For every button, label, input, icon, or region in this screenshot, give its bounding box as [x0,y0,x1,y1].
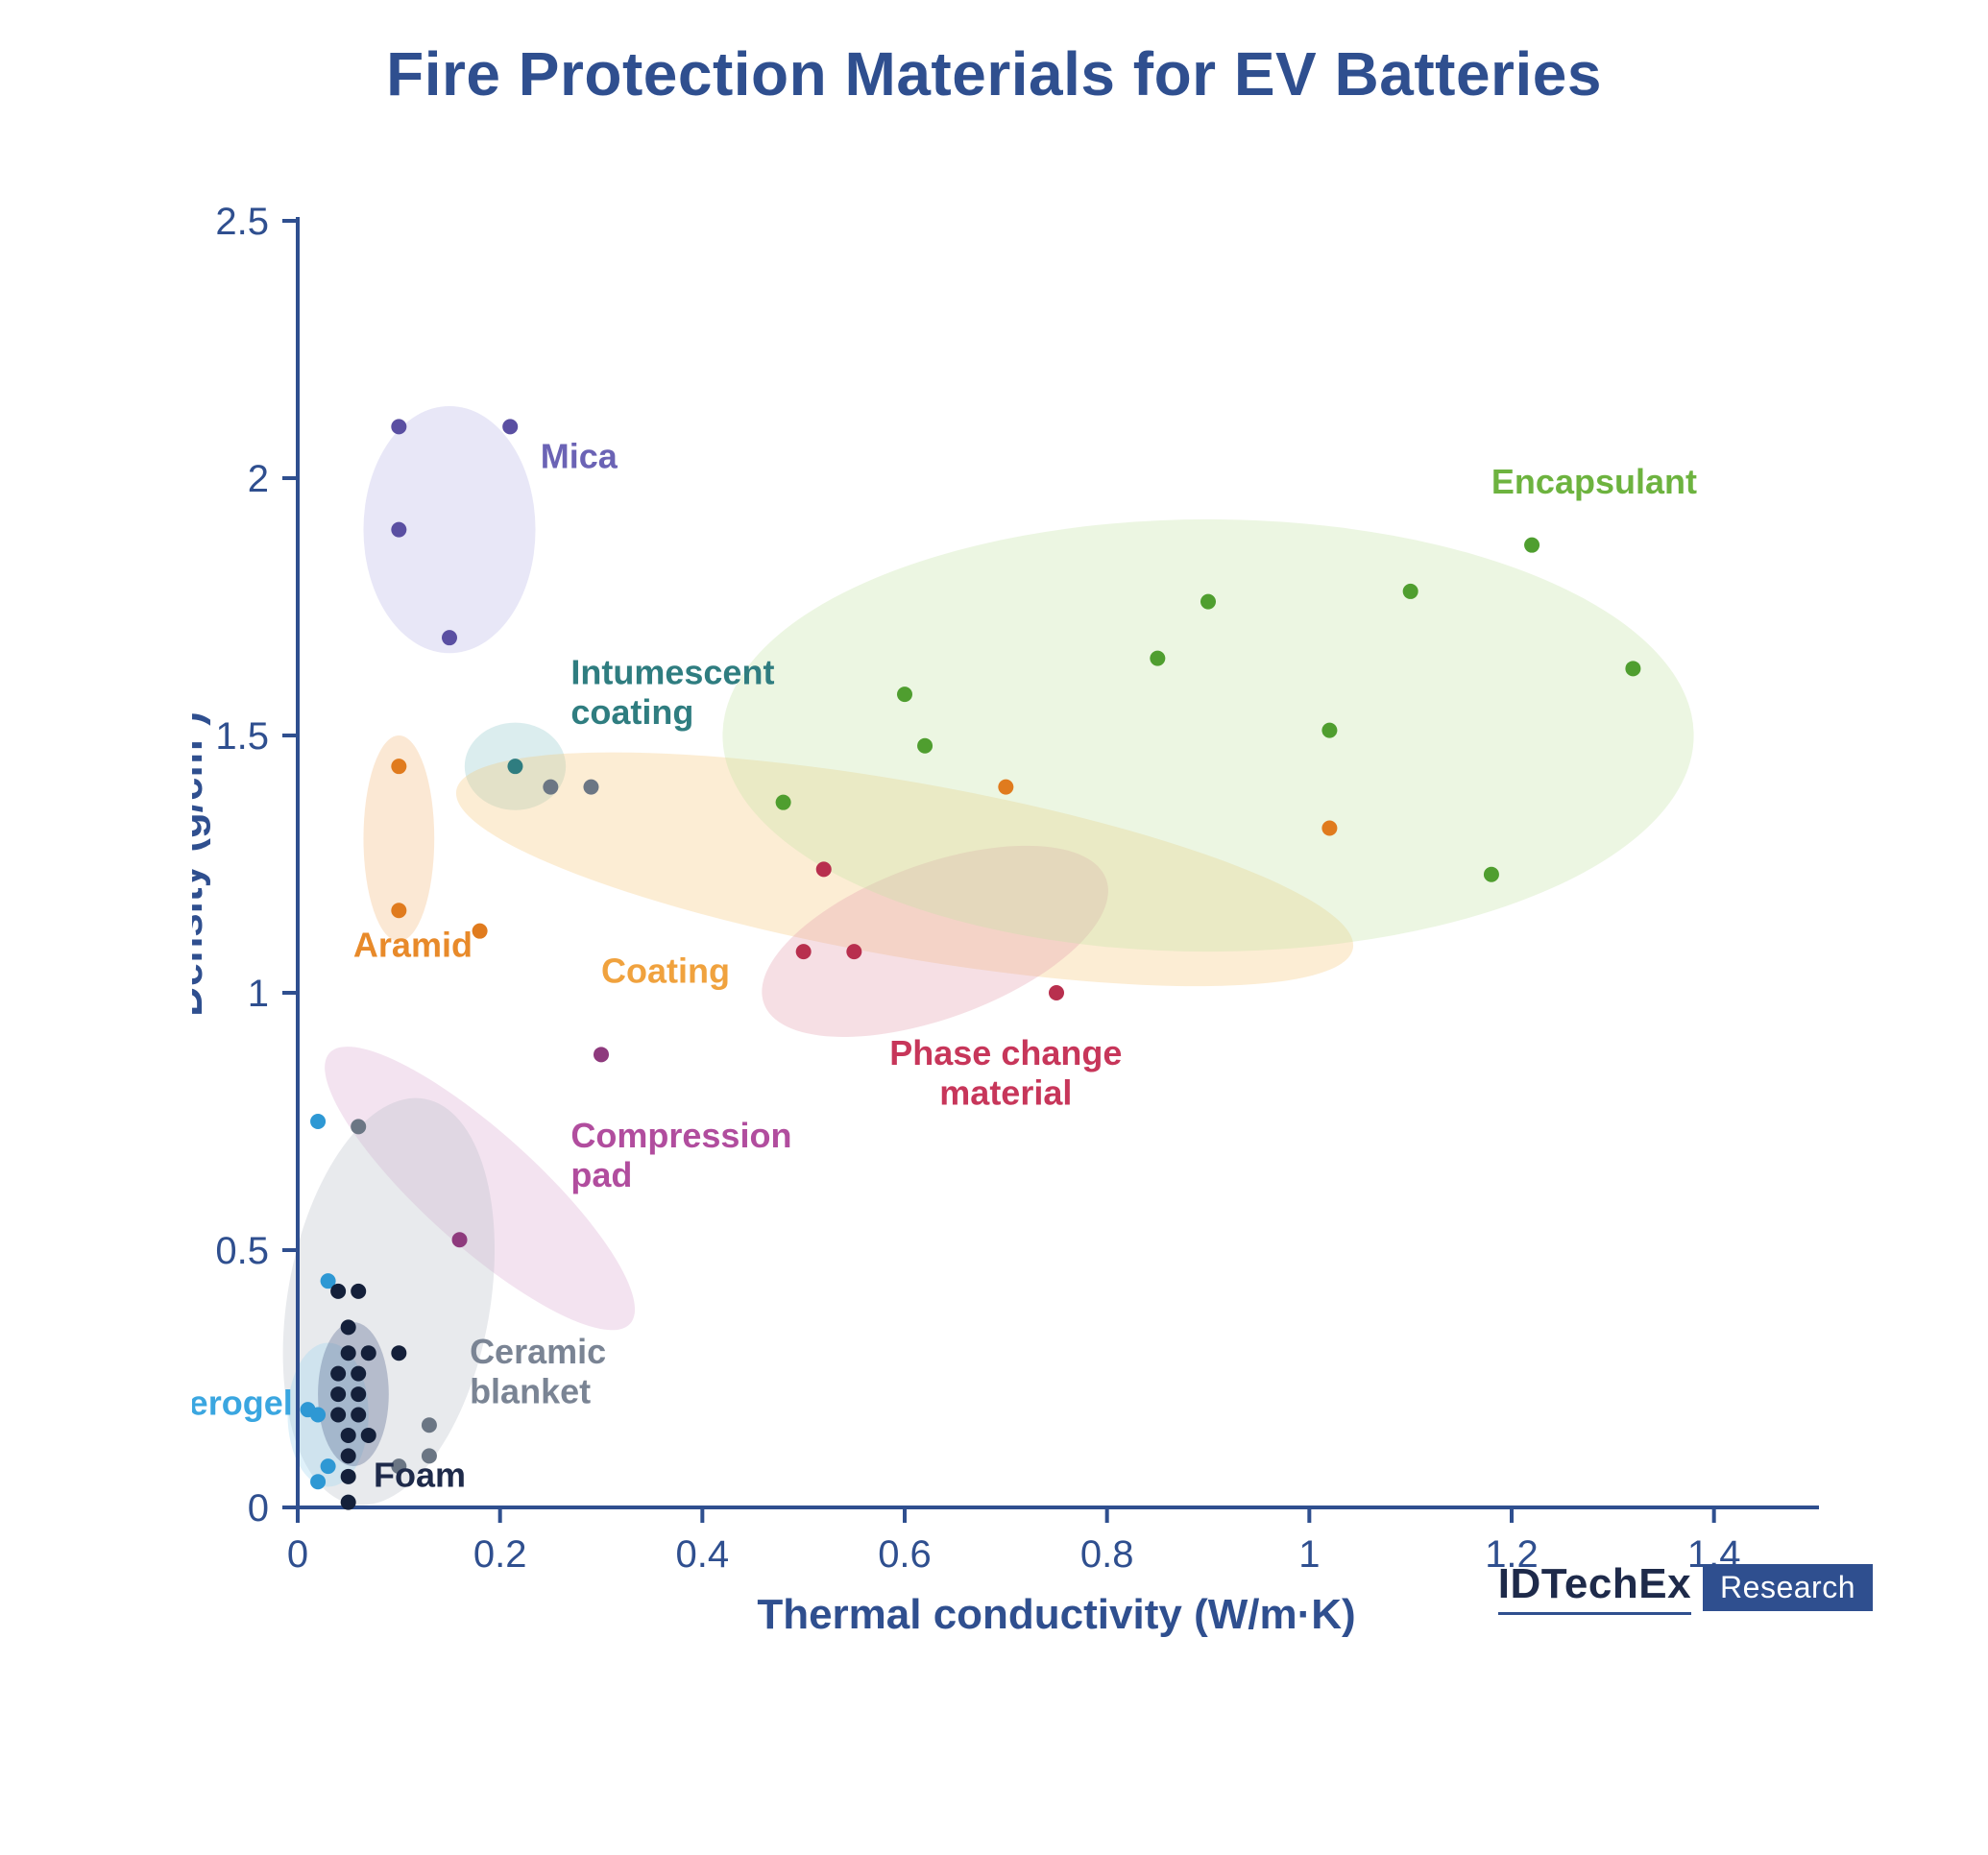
point-compression [452,1232,468,1247]
point-foam [341,1469,356,1484]
label-pcm: material [939,1072,1072,1112]
x-axis-label: Thermal conductivity (W/m·K) [757,1591,1355,1638]
point-foam [391,1345,406,1361]
brand-badge: Research [1703,1564,1873,1611]
point-encapsulant [1150,651,1165,666]
point-coating [998,780,1013,795]
point-foam [341,1428,356,1443]
point-mica [391,522,406,538]
label-encapsulant: Encapsulant [1491,462,1697,501]
y-tick-label: 0 [248,1487,269,1530]
point-mica [502,419,518,434]
point-encapsulant [1484,867,1499,882]
point-foam [330,1366,346,1382]
label-intumescent: Intumescent [570,652,774,691]
point-encapsulant [1321,723,1337,738]
point-mica [442,630,457,645]
scatter-plot: 00.20.40.60.811.21.400.511.522.5Thermal … [192,192,1882,1651]
label-compression: pad [570,1155,632,1194]
point-foam [351,1408,366,1423]
point-aerogel [321,1458,336,1474]
chart-title: Fire Protection Materials for EV Batteri… [0,38,1988,109]
point-encapsulant [776,795,791,810]
label-mica: Mica [541,436,618,475]
label-pcm: Phase change [889,1033,1122,1072]
y-tick-label: 1.5 [215,715,269,758]
point-ceramic [583,780,598,795]
label-coating: Coating [601,951,730,990]
point-foam [341,1319,356,1335]
point-aerogel [310,1114,326,1129]
point-foam [361,1428,376,1443]
point-aerogel [310,1408,326,1423]
point-foam [351,1366,366,1382]
label-aramid: Aramid [353,925,473,964]
point-foam [351,1284,366,1299]
x-tick-label: 0.6 [878,1533,932,1576]
point-pcm [1049,985,1064,1000]
x-tick-label: 0.4 [676,1533,730,1576]
point-aerogel [310,1474,326,1489]
point-coating [1321,820,1337,835]
label-aerogel: Aerogel [192,1384,293,1423]
point-foam [330,1284,346,1299]
point-ceramic [543,780,558,795]
cluster-mica [363,406,535,653]
point-encapsulant [1625,661,1640,676]
label-foam: Foam [374,1456,466,1495]
point-encapsulant [1403,584,1418,599]
page: Fire Protection Materials for EV Batteri… [0,0,1988,1855]
point-coating [473,924,488,939]
point-mica [391,419,406,434]
x-tick-label: 0 [287,1533,308,1576]
label-compression: Compression [570,1116,791,1155]
point-encapsulant [1524,538,1539,553]
x-tick-label: 0.8 [1080,1533,1134,1576]
point-foam [341,1448,356,1463]
point-encapsulant [1200,594,1216,610]
point-pcm [846,944,861,959]
point-ceramic [422,1417,437,1433]
point-encapsulant [917,738,933,754]
point-foam [341,1495,356,1510]
x-tick-label: 1 [1298,1533,1320,1576]
point-foam [330,1408,346,1423]
point-ceramic [351,1119,366,1134]
brand-name: IDTechEx [1498,1560,1691,1615]
point-aramid [391,759,406,774]
label-ceramic: blanket [470,1371,591,1410]
y-tick-label: 2.5 [215,201,269,243]
point-foam [341,1345,356,1361]
point-aramid [391,903,406,918]
y-axis-label: Density (g/cm³) [192,711,211,1017]
point-pcm [816,861,832,877]
y-tick-label: 0.5 [215,1230,269,1272]
y-tick-label: 2 [248,458,269,500]
brand-block: IDTechEx Research [1498,1560,1873,1615]
point-foam [361,1345,376,1361]
label-ceramic: Ceramic [470,1332,606,1371]
point-compression [594,1047,609,1062]
y-tick-label: 1 [248,973,269,1015]
point-encapsulant [897,687,912,702]
point-pcm [796,944,812,959]
x-tick-label: 0.2 [473,1533,527,1576]
point-intumescent [507,759,522,774]
point-foam [330,1386,346,1402]
cluster-encapsulant [722,519,1693,952]
point-foam [351,1386,366,1402]
label-intumescent: coating [570,692,693,732]
